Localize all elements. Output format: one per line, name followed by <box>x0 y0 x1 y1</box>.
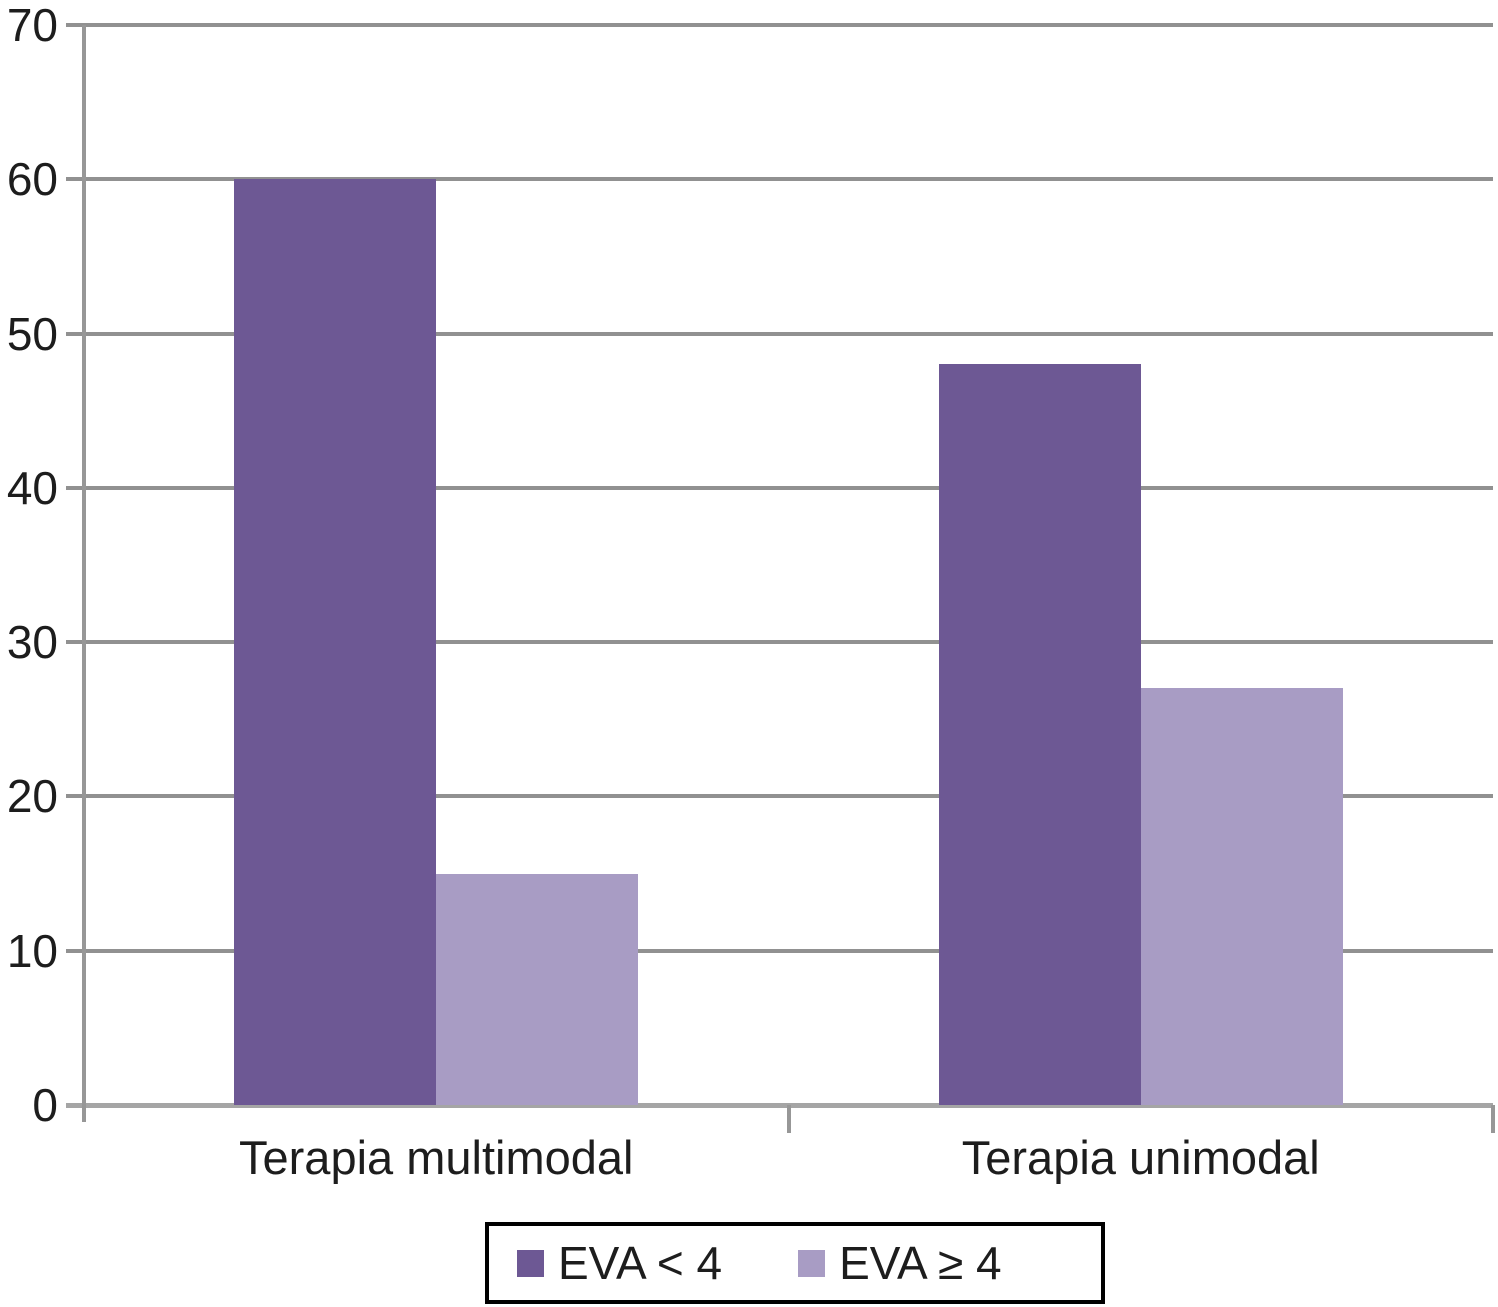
x-axis-line <box>66 1103 1493 1108</box>
legend-label: EVA ≥ 4 <box>839 1237 1002 1289</box>
x-category-label: Terapia unimodal <box>961 1131 1320 1184</box>
gridline <box>66 485 1493 490</box>
gridline <box>66 794 1493 799</box>
gridline <box>66 948 1493 953</box>
y-tick-label: 50 <box>6 307 58 360</box>
y-tick-label: 60 <box>6 153 58 206</box>
y-tick-label: 20 <box>6 770 58 823</box>
gridline <box>66 331 1493 336</box>
y-tick-label: 70 <box>6 0 58 51</box>
y-tick-label: 10 <box>6 924 58 977</box>
y-axis-line <box>82 25 86 1122</box>
y-tick-label: 0 <box>32 1079 58 1131</box>
legend-item: EVA ≥ 4 <box>798 1237 1002 1289</box>
gridline <box>66 640 1493 645</box>
bar <box>1140 688 1343 1105</box>
category-tick <box>1491 1105 1495 1133</box>
gridline <box>66 177 1493 182</box>
x-category-label: Terapia multimodal <box>239 1131 634 1184</box>
category-tick <box>786 1105 791 1133</box>
legend-swatch <box>517 1249 544 1277</box>
bar <box>938 364 1141 1105</box>
legend-label: EVA < 4 <box>558 1237 723 1289</box>
y-tick-label: 40 <box>6 461 58 514</box>
bar <box>234 179 437 1105</box>
y-tick-label: 30 <box>6 616 58 669</box>
legend-swatch <box>798 1249 826 1277</box>
bar <box>436 873 639 1105</box>
legend: EVA < 4 EVA ≥ 4 <box>485 1222 1105 1304</box>
legend-item: EVA < 4 <box>517 1240 722 1286</box>
gridline <box>66 23 1493 27</box>
